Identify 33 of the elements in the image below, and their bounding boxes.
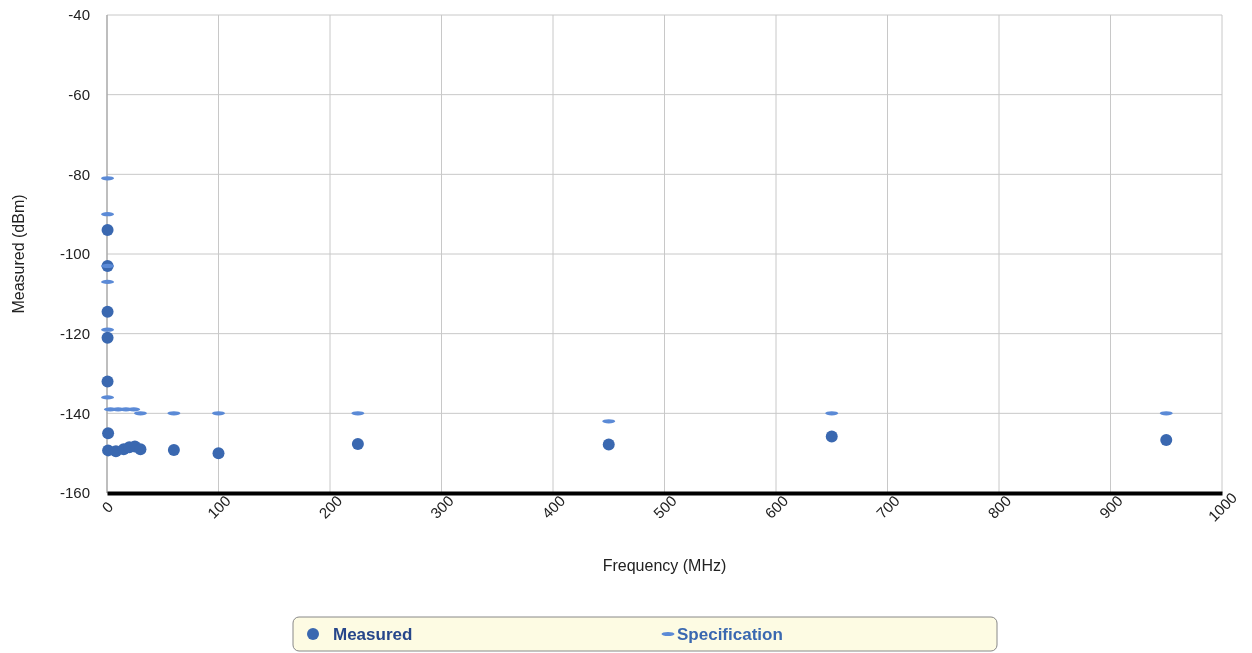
y-tick-label: -160: [59, 484, 90, 502]
x-tick-label: 700: [872, 491, 903, 522]
point: [102, 427, 115, 440]
point: [134, 443, 147, 456]
point: [101, 375, 114, 388]
x-axis-title: Frequency (MHz): [602, 557, 727, 574]
y-tick-label: -100: [59, 245, 90, 263]
legend-label: Specification: [677, 624, 783, 644]
point: [1160, 434, 1173, 447]
x-tick-label: 400: [538, 491, 569, 522]
point: [351, 438, 364, 451]
x-tick-label: 0: [98, 497, 117, 516]
x-tick-label: 500: [649, 491, 680, 522]
x-tick-label: 800: [984, 491, 1015, 522]
x-tick-label: 900: [1095, 491, 1126, 522]
point: [101, 224, 114, 237]
point: [825, 430, 838, 443]
x-tick-label: 200: [315, 491, 346, 522]
x-tick-label: 100: [203, 491, 234, 522]
point: [212, 447, 225, 460]
y-axis-title: Measured (dBm): [10, 194, 27, 314]
y-tick-label: -120: [59, 324, 90, 342]
point: [167, 443, 180, 456]
x-tick-label: 600: [761, 491, 792, 522]
y-tick-label: -40: [68, 6, 90, 24]
y-tick-label: -140: [59, 404, 90, 422]
point: [101, 331, 114, 344]
legend-label: Measured: [333, 624, 413, 644]
x-tick-label: 300: [426, 491, 457, 522]
point: [602, 438, 615, 451]
point: [101, 305, 114, 318]
y-tick-label: -60: [68, 85, 90, 103]
y-tick-label: -80: [68, 165, 90, 183]
